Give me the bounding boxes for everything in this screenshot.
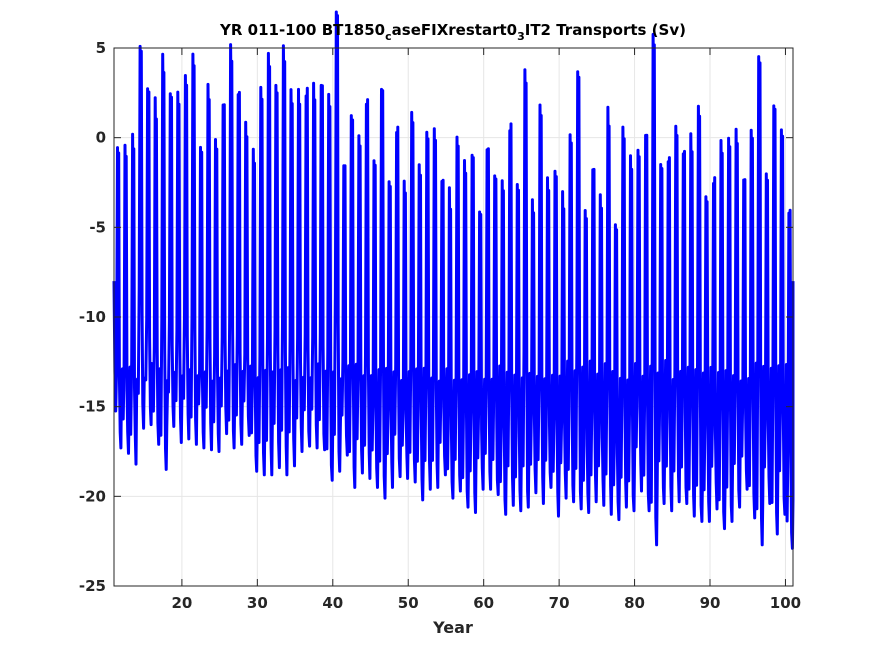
y-tick-label: -20 [79,487,106,505]
x-tick-label: 90 [700,594,721,612]
tick-marks [114,47,793,587]
title-prefix: YR 011-100 BT1850 [219,21,385,39]
y-tick-label: -15 [79,398,106,416]
chart-title: YR 011-100 BT1850caseFIXrestart03IT2 Tra… [219,21,686,43]
x-tick-label: 20 [171,594,192,612]
x-tick-label: 100 [770,594,801,612]
y-tick-label: 5 [96,39,106,57]
x-tick-label: 70 [549,594,570,612]
y-tick-label: -25 [79,577,106,595]
x-axis-title: Year [432,618,473,637]
y-tick-label: -5 [89,218,106,236]
x-tick-label: 60 [473,594,494,612]
title-subscript-2: 3 [517,30,525,43]
series-line [112,10,795,550]
title-subscript-1: c [385,30,392,43]
y-tick-label: 0 [96,129,106,147]
series-layer [112,10,795,550]
y-tick-label: -10 [79,308,106,326]
x-tick-labels: 20 30 40 50 60 70 80 90 100 [171,594,801,612]
x-tick-label: 30 [247,594,268,612]
title-suffix: IT2 Transports (Sv) [525,21,686,39]
title-middle: aseFIXrestart0 [392,21,517,39]
x-tick-label: 80 [624,594,645,612]
x-tick-label: 50 [398,594,419,612]
x-tick-label: 40 [322,594,343,612]
y-tick-labels: 5 0 -5 -10 -15 -20 -25 [79,39,106,595]
